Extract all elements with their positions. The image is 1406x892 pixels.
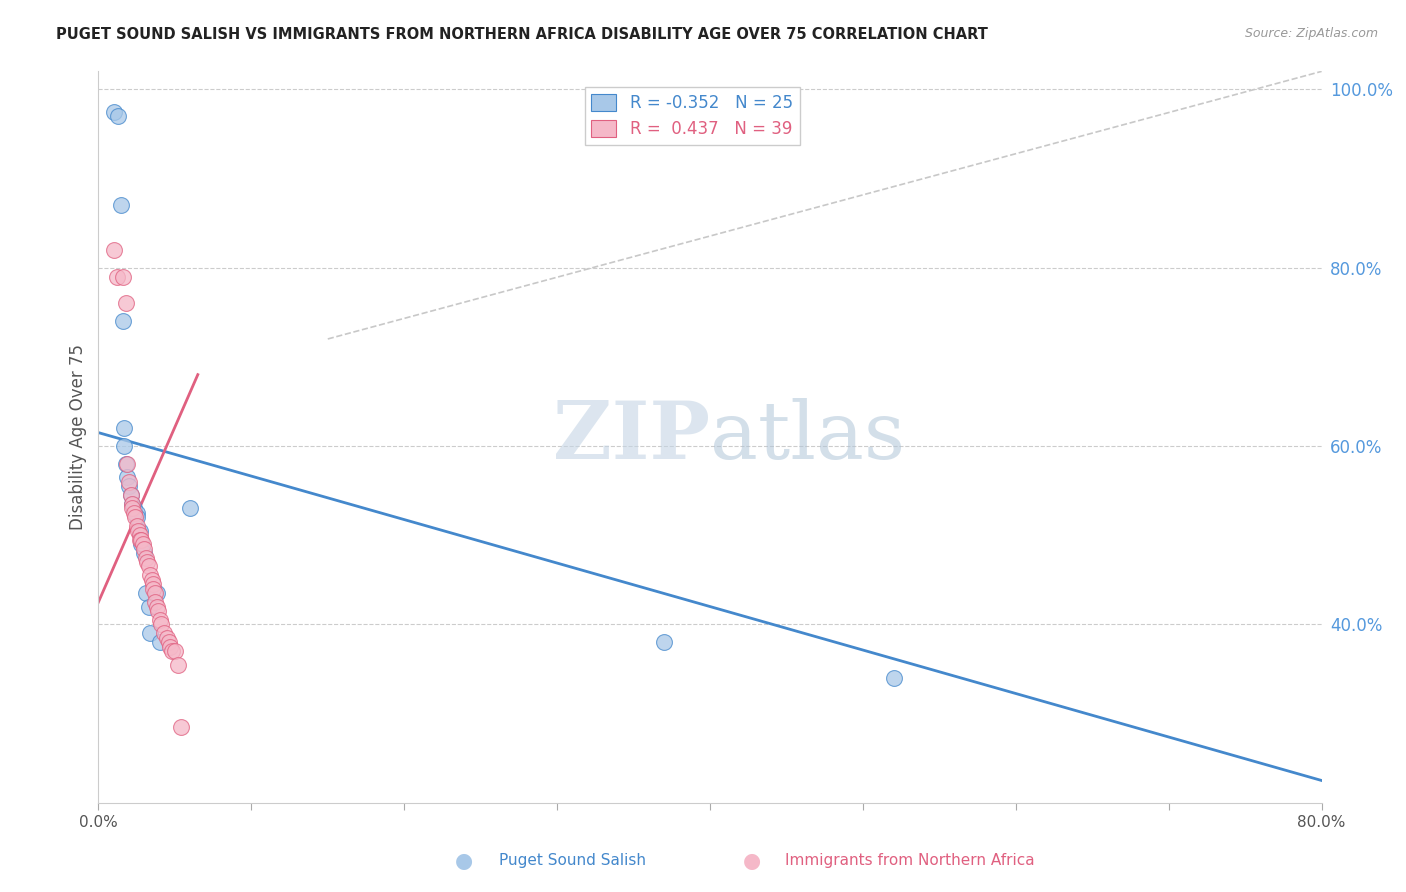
Point <box>157 635 180 649</box>
Point <box>129 533 152 547</box>
Point <box>125 510 148 524</box>
Point <box>145 599 167 614</box>
Text: Puget Sound Salish: Puget Sound Salish <box>499 854 647 868</box>
Point <box>115 457 138 471</box>
Point <box>134 541 156 556</box>
Point <box>139 568 162 582</box>
Point <box>145 586 167 600</box>
Point <box>156 631 179 645</box>
Point <box>128 524 150 538</box>
Point <box>128 533 150 547</box>
Point <box>150 617 173 632</box>
Point <box>118 479 141 493</box>
Point <box>127 524 149 538</box>
Point <box>111 269 134 284</box>
Point <box>115 296 138 310</box>
Point <box>163 644 186 658</box>
Point <box>125 519 148 533</box>
Point <box>120 488 142 502</box>
Point <box>103 104 125 119</box>
Y-axis label: Disability Age Over 75: Disability Age Over 75 <box>69 344 87 530</box>
Point <box>105 269 128 284</box>
Point <box>124 510 146 524</box>
Point <box>132 537 155 551</box>
Point <box>103 243 125 257</box>
Point <box>135 586 157 600</box>
Point <box>121 501 143 516</box>
Point <box>146 604 169 618</box>
Text: atlas: atlas <box>710 398 905 476</box>
Point <box>118 475 141 489</box>
Point <box>122 501 145 516</box>
Point <box>134 546 156 560</box>
Point <box>121 497 143 511</box>
Point <box>122 506 145 520</box>
Point <box>142 582 165 596</box>
Point <box>143 595 166 609</box>
Point <box>170 720 193 734</box>
Point <box>149 635 172 649</box>
Point <box>149 613 172 627</box>
Point <box>128 528 150 542</box>
Point <box>117 470 139 484</box>
Point <box>111 314 134 328</box>
Point <box>110 198 132 212</box>
Point <box>652 635 675 649</box>
Text: ZIP: ZIP <box>553 398 710 476</box>
Point <box>112 439 135 453</box>
Point <box>167 657 190 672</box>
Point <box>142 577 165 591</box>
Point <box>153 626 176 640</box>
Point <box>139 626 162 640</box>
Point <box>143 586 166 600</box>
Point <box>135 550 157 565</box>
Text: PUGET SOUND SALISH VS IMMIGRANTS FROM NORTHERN AFRICA DISABILITY AGE OVER 75 COR: PUGET SOUND SALISH VS IMMIGRANTS FROM NO… <box>56 27 988 42</box>
Point <box>883 671 905 685</box>
Point <box>138 559 160 574</box>
Point <box>125 506 148 520</box>
Text: ●: ● <box>456 851 472 871</box>
Point <box>121 497 143 511</box>
Point <box>159 640 181 654</box>
Point <box>141 573 163 587</box>
Text: ●: ● <box>744 851 761 871</box>
Text: Immigrants from Northern Africa: Immigrants from Northern Africa <box>785 854 1035 868</box>
Point <box>179 501 201 516</box>
Point <box>107 109 129 123</box>
Point <box>136 555 159 569</box>
Point <box>120 488 142 502</box>
Text: Source: ZipAtlas.com: Source: ZipAtlas.com <box>1244 27 1378 40</box>
Point <box>112 421 135 435</box>
Point <box>129 537 152 551</box>
Legend: R = -0.352   N = 25, R =  0.437   N = 39: R = -0.352 N = 25, R = 0.437 N = 39 <box>585 87 800 145</box>
Point <box>138 599 160 614</box>
Point <box>117 457 139 471</box>
Point <box>160 644 183 658</box>
